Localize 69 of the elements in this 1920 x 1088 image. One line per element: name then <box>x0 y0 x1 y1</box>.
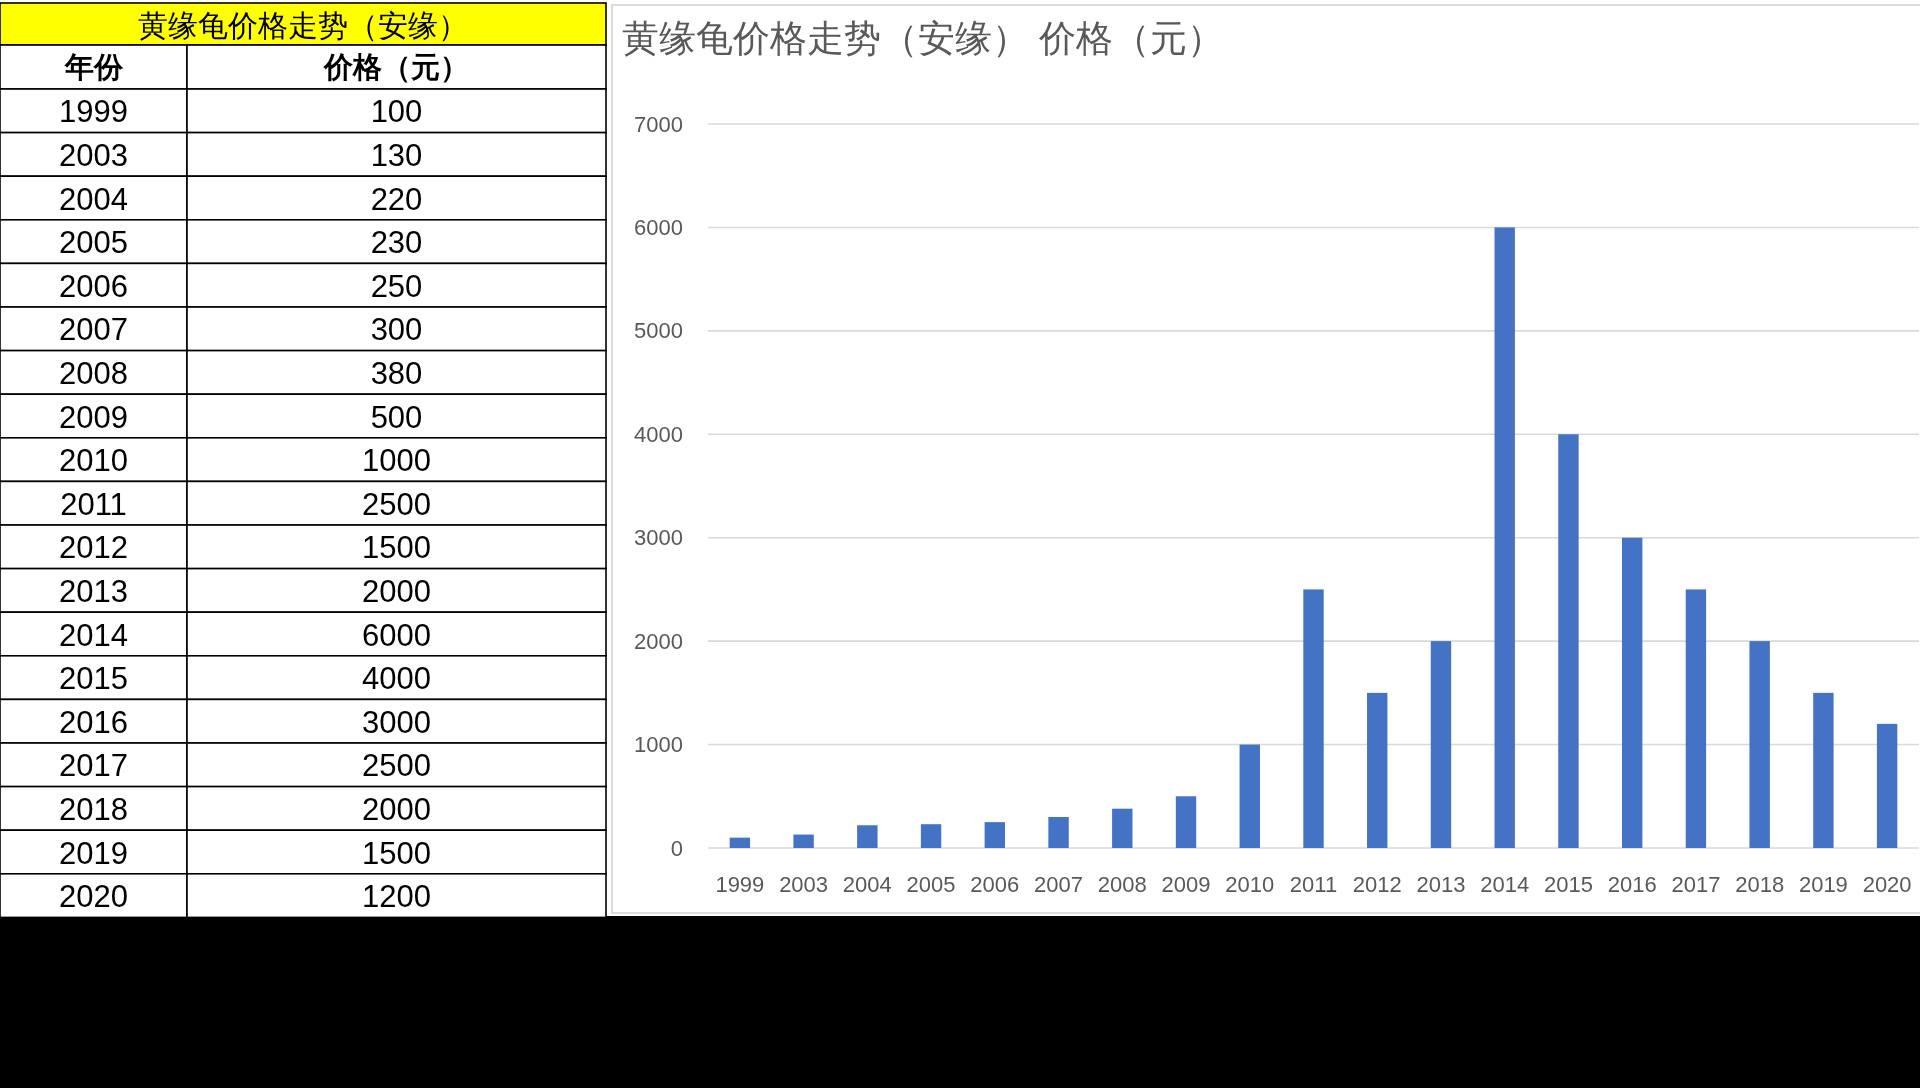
row-label: 2007 <box>59 312 128 348</box>
x-tick-label: 2004 <box>842 871 892 897</box>
data-label: 300 <box>370 312 423 348</box>
row-label: 2020 <box>59 879 128 915</box>
row-label: 2013 <box>59 573 128 609</box>
data-label: 220 <box>370 181 423 217</box>
ylabel: 年份 <box>64 51 123 83</box>
y-tick-label: 5000 <box>634 318 683 344</box>
y-tick-label: 3000 <box>634 525 683 551</box>
title: 黄缘龟价格走势（安缘） <box>138 8 468 42</box>
data-label: 500 <box>370 399 423 435</box>
data-label: 250 <box>370 268 423 304</box>
row-label: 2012 <box>59 530 128 566</box>
row-label: 2011 <box>60 486 127 522</box>
row-label: 2006 <box>59 268 128 304</box>
column-label: 价格（元） <box>324 51 469 83</box>
x-tick-label: 2019 <box>1798 871 1848 897</box>
row-label: 2016 <box>59 704 128 740</box>
x-tick-label: 2009 <box>1161 871 1211 897</box>
x-tick-label: 1999 <box>715 871 765 897</box>
x-tick-label: 2008 <box>1097 871 1147 897</box>
data-label: 100 <box>370 94 423 130</box>
x-tick-label: 2006 <box>970 871 1020 897</box>
y-tick-label: 7000 <box>634 111 683 137</box>
row-label: 2018 <box>59 791 128 827</box>
x-tick-label: 2003 <box>779 871 829 897</box>
y-tick-label: 2000 <box>634 628 683 654</box>
data-label: 1500 <box>362 530 431 566</box>
data-label: 1000 <box>362 443 431 479</box>
data-label: 380 <box>370 355 423 391</box>
data-label: 3000 <box>362 704 431 740</box>
x-tick-label: 2011 <box>1289 871 1338 897</box>
data-label: 1200 <box>362 879 431 915</box>
row-label: 2015 <box>59 661 128 697</box>
row-label: 2019 <box>59 835 128 871</box>
data-label: 2500 <box>362 486 431 522</box>
data-label: 2500 <box>362 748 431 784</box>
data-label: 2000 <box>362 791 431 827</box>
y-tick-label: 1000 <box>634 732 683 758</box>
row-label: 1999 <box>59 94 128 130</box>
y-tick-label: 6000 <box>634 214 683 240</box>
data-label: 230 <box>370 225 423 261</box>
x-tick-label: 2010 <box>1225 871 1275 897</box>
title: 黄缘龟价格走势（安缘） 价格（元） <box>622 17 1225 59</box>
x-tick-label: 2013 <box>1416 871 1466 897</box>
y-tick-label: 0 <box>670 835 683 861</box>
row-label: 2017 <box>59 748 128 784</box>
x-tick-label: 2015 <box>1543 871 1593 897</box>
y-tick-label: 4000 <box>634 421 683 447</box>
row-label: 2004 <box>59 181 128 217</box>
x-tick-label: 2020 <box>1862 871 1912 897</box>
row-label: 2005 <box>59 225 128 261</box>
data-label: 1500 <box>362 835 431 871</box>
x-tick-label: 2018 <box>1735 871 1785 897</box>
row-label: 2003 <box>59 137 128 173</box>
x-tick-label: 2012 <box>1352 871 1402 897</box>
data-label: 6000 <box>362 617 431 653</box>
data-label: 4000 <box>362 661 431 697</box>
x-tick-label: 2014 <box>1480 871 1530 897</box>
row-label: 2014 <box>59 617 128 653</box>
x-tick-label: 2007 <box>1034 871 1084 897</box>
row-label: 2010 <box>59 443 128 479</box>
data-label: 130 <box>370 137 423 173</box>
x-tick-label: 2016 <box>1607 871 1657 897</box>
x-tick-label: 2017 <box>1671 871 1721 897</box>
x-tick-label: 2005 <box>906 871 956 897</box>
row-label: 2009 <box>59 399 128 435</box>
row-label: 2008 <box>59 355 128 391</box>
data-label: 2000 <box>362 573 431 609</box>
